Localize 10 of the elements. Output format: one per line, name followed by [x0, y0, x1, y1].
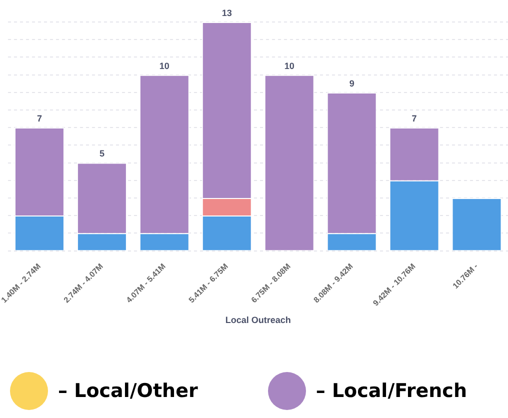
legend-label: – Local/French [316, 380, 467, 402]
annotation: 13 [222, 8, 232, 18]
legend-label: – Local/Other [58, 380, 198, 402]
annotation: 10 [159, 60, 170, 71]
annotation: 5 [99, 148, 104, 159]
x-axis-title: Local Outreach [225, 315, 291, 326]
annotation: 9 [349, 78, 354, 88]
annotation: 7 [412, 113, 417, 124]
annotation: 10 [284, 60, 294, 71]
annotation: 7 [36, 113, 42, 124]
